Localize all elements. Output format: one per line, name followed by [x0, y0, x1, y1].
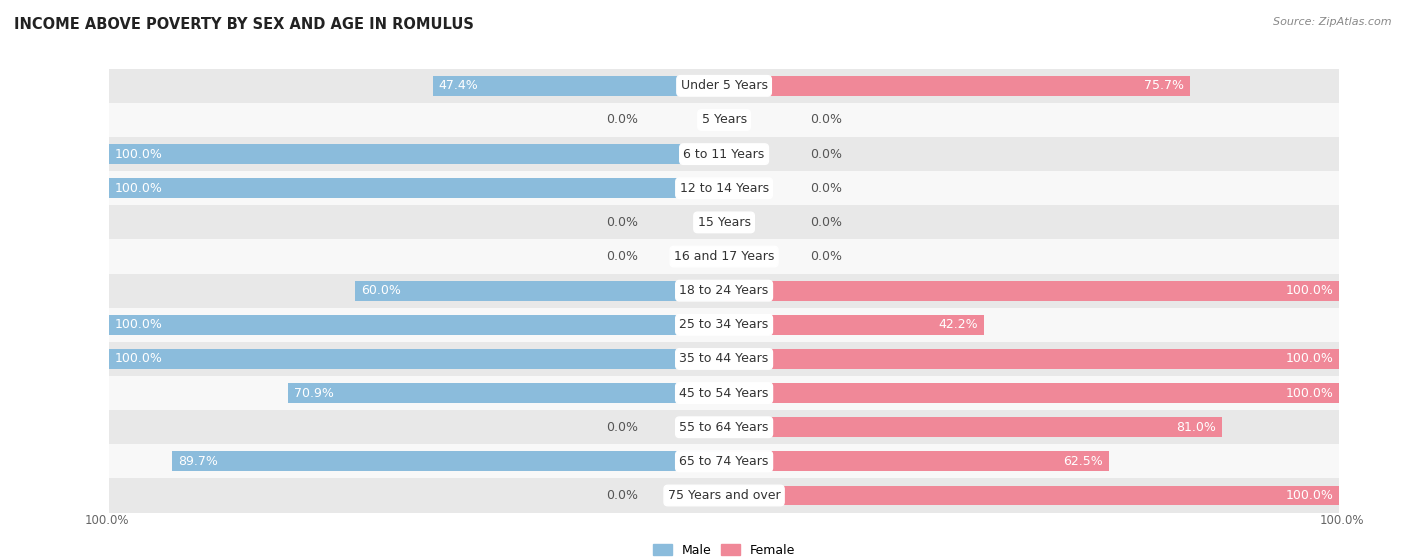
Bar — [724, 349, 1340, 369]
Bar — [110, 239, 1340, 273]
Text: 25 to 34 Years: 25 to 34 Years — [679, 318, 769, 331]
Text: 81.0%: 81.0% — [1177, 421, 1216, 434]
Bar — [724, 486, 1340, 505]
Bar — [110, 144, 724, 164]
Text: 45 to 54 Years: 45 to 54 Years — [679, 387, 769, 400]
Text: 35 to 44 Years: 35 to 44 Years — [679, 353, 769, 366]
Text: 0.0%: 0.0% — [606, 113, 638, 126]
Bar — [110, 444, 1340, 479]
Bar — [110, 342, 1340, 376]
Text: 100.0%: 100.0% — [1319, 514, 1364, 527]
Text: 100.0%: 100.0% — [1285, 353, 1333, 366]
Text: 75 Years and over: 75 Years and over — [668, 489, 780, 502]
Text: 100.0%: 100.0% — [115, 148, 163, 160]
Text: 0.0%: 0.0% — [810, 216, 842, 229]
Text: 100.0%: 100.0% — [84, 514, 129, 527]
Text: 100.0%: 100.0% — [1285, 387, 1333, 400]
Bar — [724, 315, 984, 335]
Text: 100.0%: 100.0% — [115, 353, 163, 366]
Bar — [110, 103, 1340, 137]
Text: 0.0%: 0.0% — [606, 489, 638, 502]
Text: 12 to 14 Years: 12 to 14 Years — [679, 182, 769, 195]
Text: 100.0%: 100.0% — [1285, 284, 1333, 297]
Bar — [724, 418, 1222, 437]
Text: 16 and 17 Years: 16 and 17 Years — [673, 250, 775, 263]
Bar — [110, 171, 1340, 205]
Bar — [110, 273, 1340, 308]
Bar — [110, 349, 724, 369]
Text: 75.7%: 75.7% — [1143, 79, 1184, 92]
Bar — [110, 205, 1340, 239]
Text: 62.5%: 62.5% — [1063, 455, 1102, 468]
Text: 6 to 11 Years: 6 to 11 Years — [683, 148, 765, 160]
Text: 42.2%: 42.2% — [938, 318, 977, 331]
Bar — [724, 76, 1189, 96]
Legend: Male, Female: Male, Female — [648, 539, 800, 559]
Text: INCOME ABOVE POVERTY BY SEX AND AGE IN ROMULUS: INCOME ABOVE POVERTY BY SEX AND AGE IN R… — [14, 17, 474, 32]
Bar — [110, 410, 1340, 444]
Text: Under 5 Years: Under 5 Years — [681, 79, 768, 92]
Text: 5 Years: 5 Years — [702, 113, 747, 126]
Bar — [110, 315, 724, 335]
Bar — [288, 383, 724, 403]
Text: 0.0%: 0.0% — [606, 216, 638, 229]
Text: 0.0%: 0.0% — [810, 148, 842, 160]
Bar — [356, 281, 724, 301]
Bar — [110, 479, 1340, 513]
Text: 60.0%: 60.0% — [361, 284, 401, 297]
Bar — [724, 383, 1340, 403]
Text: 100.0%: 100.0% — [115, 318, 163, 331]
Text: 18 to 24 Years: 18 to 24 Years — [679, 284, 769, 297]
Bar — [110, 376, 1340, 410]
Text: 100.0%: 100.0% — [115, 182, 163, 195]
Bar — [433, 76, 724, 96]
Text: 100.0%: 100.0% — [1285, 489, 1333, 502]
Bar — [173, 452, 724, 471]
Text: 15 Years: 15 Years — [697, 216, 751, 229]
Text: 0.0%: 0.0% — [606, 250, 638, 263]
Bar — [724, 281, 1340, 301]
Text: 0.0%: 0.0% — [810, 250, 842, 263]
Text: 55 to 64 Years: 55 to 64 Years — [679, 421, 769, 434]
Bar — [110, 69, 1340, 103]
Text: 70.9%: 70.9% — [294, 387, 335, 400]
Bar — [110, 137, 1340, 171]
Text: Source: ZipAtlas.com: Source: ZipAtlas.com — [1274, 17, 1392, 27]
Text: 47.4%: 47.4% — [439, 79, 478, 92]
Text: 0.0%: 0.0% — [606, 421, 638, 434]
Text: 65 to 74 Years: 65 to 74 Years — [679, 455, 769, 468]
Bar — [110, 178, 724, 198]
Bar — [724, 452, 1108, 471]
Text: 0.0%: 0.0% — [810, 182, 842, 195]
Text: 0.0%: 0.0% — [810, 113, 842, 126]
Bar — [110, 308, 1340, 342]
Text: 89.7%: 89.7% — [179, 455, 218, 468]
